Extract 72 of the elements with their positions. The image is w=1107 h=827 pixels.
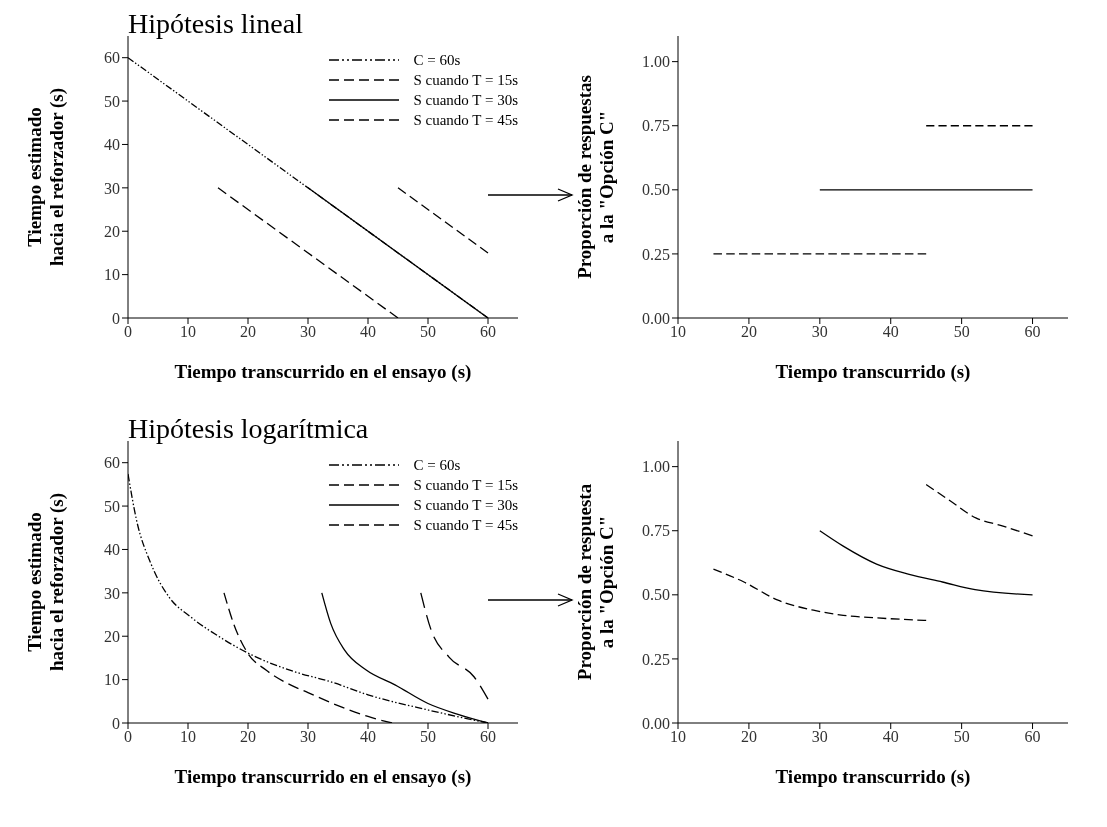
x-tick-label: 30 xyxy=(811,728,828,746)
legend-label: S cuando T = 45s xyxy=(413,516,518,534)
x-tick-label: 20 xyxy=(240,728,256,746)
y-tick-label: 1.00 xyxy=(642,458,670,476)
legend-label: S cuando T = 45s xyxy=(413,111,518,129)
line-series xyxy=(925,483,1034,537)
x-tick-label: 20 xyxy=(740,323,757,341)
legend-label: S cuando T = 15s xyxy=(413,71,518,89)
y-tick-label: 60 xyxy=(104,454,120,472)
x-tick-label: 40 xyxy=(360,323,376,341)
legend-label: C = 60s xyxy=(413,51,461,69)
x-tick-label: 20 xyxy=(740,728,757,746)
chart-title: Hipótesis logarítmica xyxy=(128,413,369,445)
x-tick-label: 20 xyxy=(240,323,256,341)
y-axis-title: Proporción de respuesta a la "Opción C" xyxy=(574,483,617,681)
x-tick-label: 50 xyxy=(420,323,436,341)
chart-title: Hipótesis lineal xyxy=(128,8,303,40)
y-tick-label: 10 xyxy=(104,671,120,689)
legend-label: S cuando T = 30s xyxy=(413,91,518,109)
y-axis-title: Tiempo estimado hacia el reforzador (s) xyxy=(24,492,68,672)
y-tick-label: 0.75 xyxy=(642,522,670,540)
y-tick-label: 0.50 xyxy=(642,586,670,604)
y-tick-label: 30 xyxy=(104,179,120,197)
y-tick-label: 10 xyxy=(104,266,120,284)
y-axis-title: Proporción de respuestas a la "Opción C" xyxy=(574,75,617,279)
x-tick-label: 60 xyxy=(480,728,496,746)
x-axis-title: Tiempo transcurrido (s) xyxy=(775,361,971,383)
y-tick-label: 0.00 xyxy=(642,309,670,327)
x-tick-label: 10 xyxy=(180,323,196,341)
x-tick-label: 30 xyxy=(300,728,316,746)
x-tick-label: 10 xyxy=(180,728,196,746)
y-tick-label: 0.25 xyxy=(642,650,670,668)
x-tick-label: 10 xyxy=(670,323,686,341)
y-tick-label: 50 xyxy=(104,92,120,110)
y-tick-label: 0.25 xyxy=(642,245,670,263)
x-axis-title: Tiempo transcurrido (s) xyxy=(775,766,971,788)
x-axis-title: Tiempo transcurrido en el ensayo (s) xyxy=(174,766,472,788)
y-tick-label: 0.00 xyxy=(642,714,670,732)
x-tick-label: 40 xyxy=(360,728,376,746)
y-tick-label: 30 xyxy=(104,584,120,602)
x-axis-title: Tiempo transcurrido en el ensayo (s) xyxy=(174,361,472,383)
x-tick-label: 0 xyxy=(124,728,132,746)
x-tick-label: 50 xyxy=(953,728,970,746)
legend-label: C = 60s xyxy=(413,456,461,474)
y-axis-title: Tiempo estimado hacia el reforzador (s) xyxy=(24,87,68,267)
x-tick-label: 10 xyxy=(670,728,686,746)
y-tick-label: 1.00 xyxy=(642,53,670,71)
x-tick-label: 60 xyxy=(1024,323,1041,341)
y-tick-label: 0.50 xyxy=(642,181,670,199)
line-series xyxy=(420,592,489,700)
line-series xyxy=(819,530,1034,596)
y-tick-label: 50 xyxy=(104,497,120,515)
x-tick-label: 50 xyxy=(953,323,970,341)
x-tick-label: 30 xyxy=(300,323,316,341)
legend-label: S cuando T = 15s xyxy=(413,476,518,494)
x-tick-label: 0 xyxy=(124,323,132,341)
line-series xyxy=(712,568,927,622)
y-tick-label: 40 xyxy=(104,136,120,154)
y-tick-label: 0 xyxy=(112,714,120,732)
y-tick-label: 20 xyxy=(104,222,120,240)
y-tick-label: 60 xyxy=(104,49,120,67)
y-tick-label: 0.75 xyxy=(642,117,670,135)
y-tick-label: 40 xyxy=(104,541,120,559)
x-tick-label: 30 xyxy=(811,323,828,341)
legend-label: S cuando T = 30s xyxy=(413,496,518,514)
y-tick-label: 0 xyxy=(112,309,120,327)
x-tick-label: 60 xyxy=(480,323,496,341)
y-tick-label: 20 xyxy=(104,627,120,645)
x-tick-label: 40 xyxy=(882,728,899,746)
x-tick-label: 60 xyxy=(1024,728,1041,746)
x-tick-label: 50 xyxy=(420,728,436,746)
x-tick-label: 40 xyxy=(882,323,899,341)
